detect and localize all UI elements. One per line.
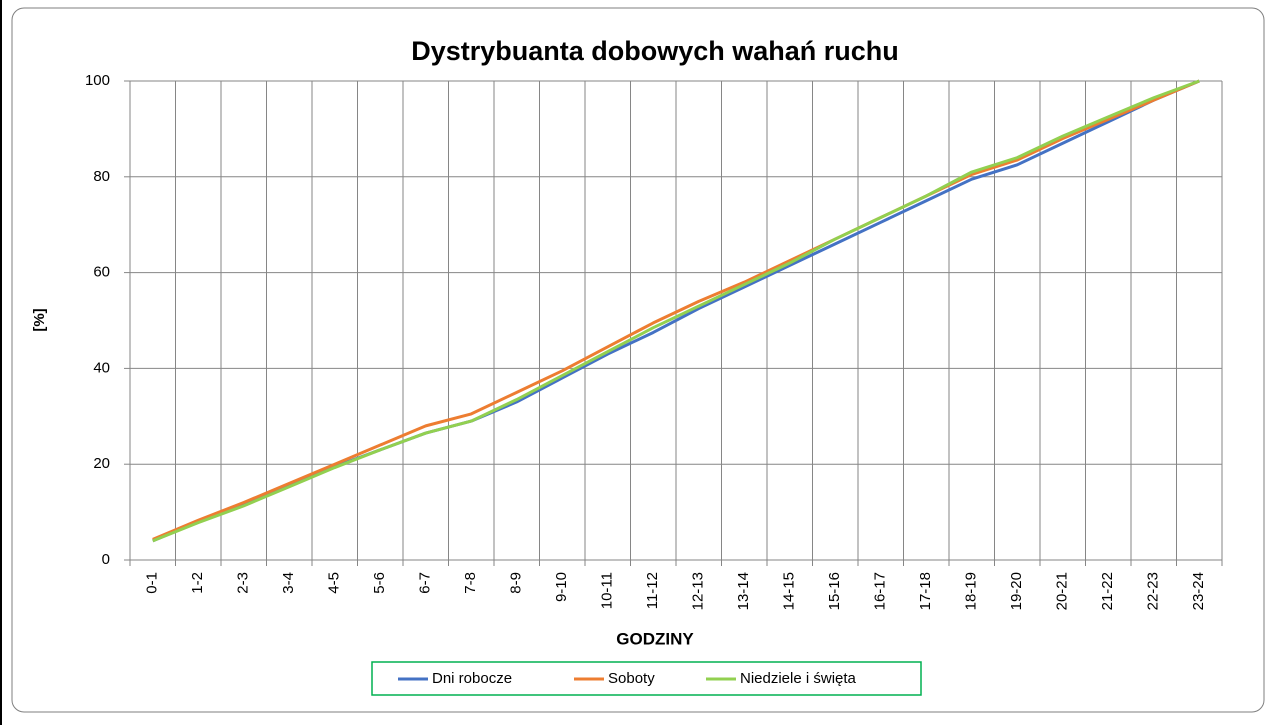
series-line [152, 79, 1200, 541]
x-tick-label: 1-2 [189, 572, 206, 594]
legend-label: Niedziele i święta [740, 670, 857, 687]
y-tick-label: 60 [93, 264, 110, 281]
x-tick-label: 20-21 [1054, 572, 1071, 610]
x-tick-label: 8-9 [508, 572, 525, 594]
legend-label: Soboty [608, 670, 655, 687]
y-tick-label: 100 [85, 72, 110, 89]
x-tick-label: 14-15 [781, 572, 798, 610]
y-tick-label: 0 [102, 551, 110, 568]
x-tick-label: 15-16 [826, 572, 843, 610]
chart-title: Dystrybuanta dobowych wahań ruchu [411, 36, 899, 66]
y-tick-label: 80 [93, 168, 110, 185]
x-tick-label: 4-5 [326, 572, 343, 594]
x-tick-label: 7-8 [462, 572, 479, 594]
x-tick-label: 11-12 [644, 572, 661, 609]
x-tick-label: 17-18 [917, 572, 934, 610]
x-tick-label: 19-20 [1008, 572, 1025, 610]
x-tick-label: 13-14 [735, 572, 752, 610]
x-tick-label: 12-13 [690, 572, 707, 610]
legend-label: Dni robocze [432, 670, 512, 687]
legend [371, 661, 922, 696]
x-tick-label: 10-11 [599, 572, 616, 609]
x-tick-label: 3-4 [280, 572, 297, 594]
x-tick-label: 9-10 [553, 572, 570, 602]
y-tick-label: 40 [93, 359, 110, 376]
x-tick-label: 0-1 [144, 572, 161, 594]
x-tick-label: 5-6 [371, 572, 388, 594]
y-tick-label: 20 [93, 455, 110, 472]
x-axis-label: GODZINY [616, 629, 694, 648]
x-tick-label: 21-22 [1099, 572, 1116, 610]
x-tick-label: 23-24 [1190, 572, 1207, 610]
x-tick-label: 18-19 [963, 572, 980, 610]
x-tick-label: 22-23 [1145, 572, 1162, 610]
x-tick-label: 2-3 [235, 572, 252, 594]
chart-frame [11, 7, 1265, 713]
x-tick-label: 16-17 [872, 572, 889, 610]
x-tick-label: 6-7 [417, 572, 434, 594]
series-line [152, 79, 1200, 543]
y-axis-label: [%] [31, 308, 48, 331]
